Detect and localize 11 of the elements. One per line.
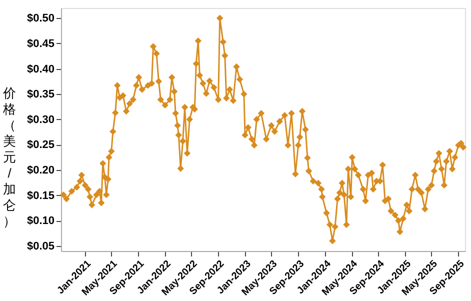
- y-tick-label: $0.10: [26, 215, 54, 228]
- text: 价格（美元/加仑）: [3, 86, 16, 228]
- y-tick-label: $0.30: [26, 114, 54, 126]
- y-tick-label: $0.15: [26, 190, 54, 202]
- y-tick-label: $0.25: [26, 139, 54, 152]
- y-tick-label: $0.50: [26, 12, 54, 25]
- y-tick-label: $0.40: [26, 63, 54, 76]
- y-tick-label: $0.05: [26, 240, 54, 252]
- y-tick-label: $0.35: [26, 88, 54, 101]
- y-tick-label: $0.45: [26, 38, 54, 50]
- y-tick-label: $0.20: [26, 164, 54, 176]
